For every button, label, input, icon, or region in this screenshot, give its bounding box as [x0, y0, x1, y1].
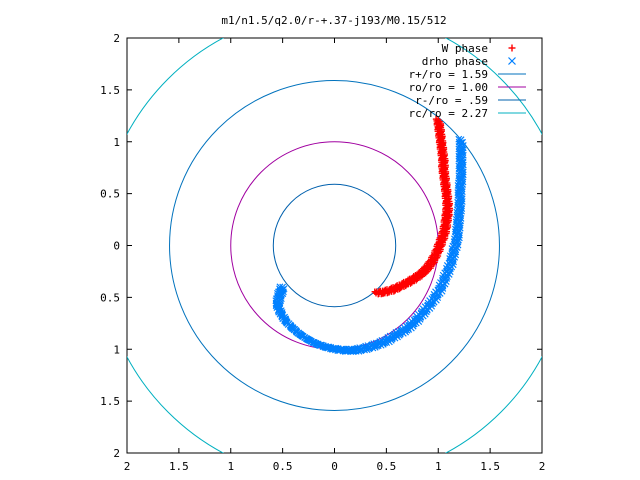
drho-phase-point-b — [455, 135, 463, 143]
drho-phase-point-b — [457, 211, 465, 219]
drho-phase-point-b — [452, 218, 460, 226]
drho-phase-point-b — [458, 185, 466, 193]
drho-phase-point-b — [318, 341, 326, 349]
legend-label: ro/ro = 1.00 — [409, 81, 488, 94]
x-tick-label: 0 — [331, 460, 338, 473]
drho-phase-point-b — [314, 340, 322, 348]
drho-phase-point-b — [319, 342, 327, 350]
legend-label: r-/ro = .59 — [415, 94, 488, 107]
drho-phase-point-b — [459, 142, 467, 149]
drho-phase-point-b — [327, 343, 335, 351]
drho-phase-point-b — [456, 221, 464, 229]
drho-phase-point-b — [508, 57, 516, 65]
drho-phase-point-b — [307, 337, 315, 345]
circle-series — [272, 183, 397, 308]
legend-label: drho phase — [422, 55, 488, 68]
drho-phase-point-b — [454, 238, 462, 246]
drho-phase-point-b — [305, 336, 313, 344]
drho-phase-point-b — [362, 342, 370, 350]
y-tick-label: 0 — [113, 240, 120, 253]
y-tick-label: 0.5 — [100, 188, 120, 201]
legend-label: W phase — [442, 42, 488, 55]
drho-phase-point-b — [457, 136, 465, 144]
drho-phase-point-b — [272, 302, 280, 310]
drho-phase-point-b — [311, 339, 319, 347]
x-tick-label: 1.5 — [480, 460, 500, 473]
chart-title: m1/n1.5/q2.0/r-+.37-j193/M0.15/512 — [221, 14, 446, 27]
drho-phase-point-b — [455, 155, 463, 163]
circle-series — [230, 141, 439, 350]
legend-label: r+/ro = 1.59 — [409, 68, 488, 81]
drho-phase-point-b — [455, 145, 463, 153]
y-tick-label: 1.5 — [100, 395, 120, 408]
x-tick-label: 2 — [539, 460, 546, 473]
y-tick-label: 2 — [113, 32, 120, 45]
x-tick-label: 2 — [124, 460, 131, 473]
drho-phase-point-b — [455, 172, 463, 180]
drho-phase-point-b — [452, 251, 460, 259]
radius-circles — [127, 38, 542, 453]
drho-phase-point-b — [301, 334, 308, 341]
drho-phase-point-b — [458, 198, 466, 205]
drho-phase-point-b — [459, 171, 467, 179]
drho-phase-point-b — [312, 339, 320, 347]
drho-phase-point-b — [459, 138, 466, 146]
legend-label: rc/ro = 2.27 — [409, 107, 488, 120]
x-tick-label: 1 — [435, 460, 442, 473]
y-tick-label: 0.5 — [100, 291, 120, 304]
drho-phase-point-b — [457, 202, 465, 209]
drho-phase-point-b — [453, 208, 461, 216]
drho-phase-point-b — [454, 182, 462, 189]
x-tick-label: 0.5 — [273, 460, 293, 473]
x-tick-label: 1.5 — [169, 460, 189, 473]
y-tick-label: 2 — [113, 447, 120, 460]
x-tick-label: 1 — [227, 460, 234, 473]
y-tick-label: 1.5 — [100, 84, 120, 97]
y-tick-label: 1 — [113, 136, 120, 149]
phase-points — [272, 115, 467, 356]
drho-phase-point-b — [454, 241, 462, 249]
drho-phase-point-b — [459, 161, 467, 169]
drho-phase-point-b — [455, 234, 463, 242]
y-axis: 2 1.5 1 0.5 0 0.5 1 1.5 2 — [100, 32, 542, 460]
y-tick-label: 1 — [113, 343, 120, 356]
drho-phase-point-b — [376, 338, 384, 345]
drho-phase-point-b — [354, 344, 361, 352]
x-tick-label: 0.5 — [376, 460, 396, 473]
x-axis: 2 1.5 1 0.5 0 0.5 1 1.5 2 — [124, 38, 546, 473]
drho-phase-point-b — [452, 248, 460, 256]
circle-series — [169, 80, 500, 411]
drho-phase-point-b — [450, 258, 457, 266]
drho-phase-point-b — [456, 224, 464, 232]
drho-phase-point-b — [332, 344, 340, 352]
